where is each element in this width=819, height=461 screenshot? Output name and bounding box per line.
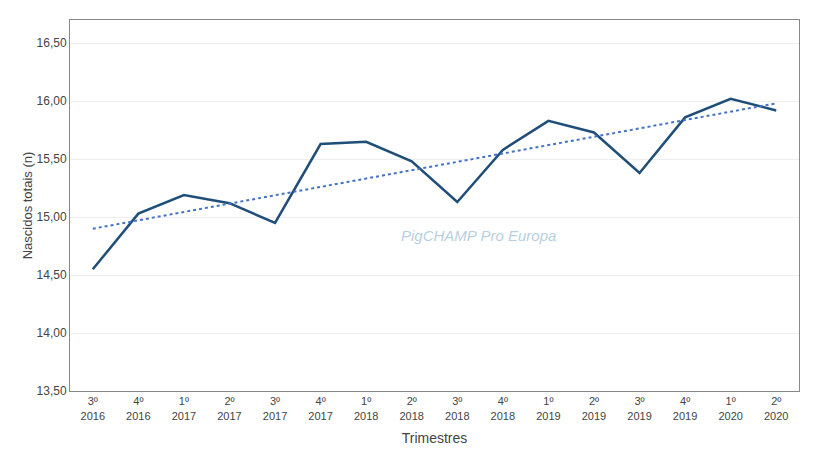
svg-text:15,50: 15,50 bbox=[37, 152, 67, 166]
svg-text:2º2020: 2º2020 bbox=[764, 395, 788, 421]
svg-text:14,50: 14,50 bbox=[37, 268, 67, 282]
svg-text:1º2020: 1º2020 bbox=[718, 395, 742, 421]
svg-text:13,50: 13,50 bbox=[37, 384, 67, 398]
svg-text:3º2018: 3º2018 bbox=[445, 395, 469, 421]
svg-text:16,50: 16,50 bbox=[37, 36, 67, 50]
svg-text:14,00: 14,00 bbox=[37, 326, 67, 340]
svg-text:4º2017: 4º2017 bbox=[308, 395, 332, 421]
svg-text:2º2019: 2º2019 bbox=[582, 395, 606, 421]
svg-text:Nascidos totais (n): Nascidos totais (n) bbox=[20, 152, 35, 260]
svg-text:4º2016: 4º2016 bbox=[126, 395, 150, 421]
svg-text:4º2019: 4º2019 bbox=[673, 395, 697, 421]
svg-text:4º2018: 4º2018 bbox=[491, 395, 515, 421]
svg-text:15,00: 15,00 bbox=[37, 210, 67, 224]
svg-text:1º2019: 1º2019 bbox=[536, 395, 560, 421]
svg-text:2º2017: 2º2017 bbox=[217, 395, 241, 421]
svg-text:1º2018: 1º2018 bbox=[354, 395, 378, 421]
svg-text:PigCHAMP Pro Europa: PigCHAMP Pro Europa bbox=[401, 227, 556, 244]
svg-text:1º2017: 1º2017 bbox=[172, 395, 196, 421]
svg-text:3º2019: 3º2019 bbox=[627, 395, 651, 421]
svg-text:3º2016: 3º2016 bbox=[81, 395, 105, 421]
svg-text:16,00: 16,00 bbox=[37, 94, 67, 108]
svg-text:3º2017: 3º2017 bbox=[263, 395, 287, 421]
svg-text:Trimestres: Trimestres bbox=[402, 430, 468, 446]
svg-text:2º2018: 2º2018 bbox=[399, 395, 423, 421]
